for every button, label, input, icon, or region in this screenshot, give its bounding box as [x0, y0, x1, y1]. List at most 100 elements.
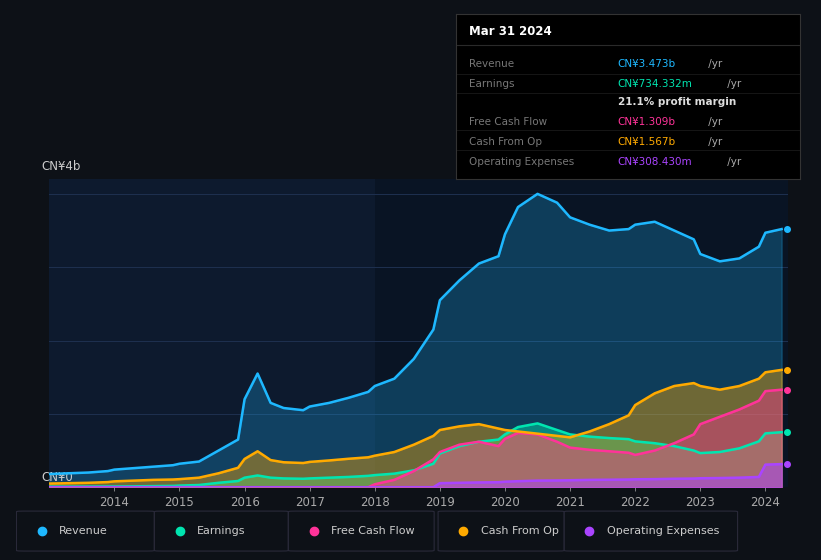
Operating Expenses [513, 478, 523, 484]
Operating Expenses [278, 484, 288, 491]
Cash From Op [649, 390, 659, 396]
Revenue [455, 277, 465, 284]
Earnings [754, 438, 764, 445]
Revenue [240, 396, 250, 403]
Earnings [760, 430, 770, 437]
Text: CN¥308.430m: CN¥308.430m [617, 157, 692, 167]
Operating Expenses [103, 484, 112, 491]
Earnings [344, 474, 354, 480]
Text: Cash From Op: Cash From Op [480, 526, 558, 535]
Revenue [565, 214, 575, 221]
Earnings [493, 436, 503, 443]
Earnings [689, 447, 699, 454]
Free Cash Flow [344, 484, 354, 491]
Cash From Op [533, 430, 543, 437]
Earnings [84, 483, 94, 490]
Revenue [305, 403, 314, 410]
Free Cash Flow [553, 438, 562, 445]
Revenue [103, 468, 112, 474]
Line: Earnings: Earnings [49, 423, 782, 487]
Free Cash Flow [474, 438, 484, 445]
Operating Expenses [344, 484, 354, 491]
Earnings [435, 450, 445, 457]
Cash From Op [631, 402, 640, 408]
Operating Expenses [565, 477, 575, 484]
Free Cash Flow [103, 484, 112, 491]
Revenue [168, 462, 178, 469]
Revenue [194, 458, 204, 465]
Earnings [364, 473, 374, 479]
Cash From Op [213, 470, 223, 477]
Free Cash Flow [429, 456, 438, 463]
Cash From Op [324, 457, 334, 464]
Revenue [689, 236, 699, 242]
Revenue [233, 436, 243, 443]
Operating Expenses [168, 484, 178, 491]
Line: Operating Expenses: Operating Expenses [49, 464, 782, 487]
Cash From Op [278, 459, 288, 465]
Operating Expenses [695, 475, 705, 482]
Text: CN¥1.309b: CN¥1.309b [617, 117, 676, 127]
Revenue [84, 469, 94, 476]
Free Cash Flow [253, 484, 263, 491]
Operating Expenses [585, 477, 594, 483]
Free Cash Flow [44, 484, 54, 491]
Free Cash Flow [369, 481, 379, 488]
Earnings [175, 482, 185, 489]
Earnings [129, 483, 139, 489]
Operating Expenses [429, 484, 438, 491]
Operating Expenses [298, 484, 308, 491]
Cash From Op [565, 434, 575, 441]
Revenue [624, 226, 634, 232]
Cash From Op [369, 452, 379, 459]
Cash From Op [266, 457, 276, 464]
FancyBboxPatch shape [16, 511, 154, 551]
Text: Earnings: Earnings [197, 526, 245, 535]
Earnings [253, 472, 263, 479]
Text: Free Cash Flow: Free Cash Flow [331, 526, 415, 535]
Cash From Op [695, 382, 705, 389]
Text: /yr: /yr [724, 157, 741, 167]
Free Cash Flow [168, 484, 178, 491]
Cash From Op [715, 386, 725, 393]
Earnings [777, 429, 787, 436]
Text: Mar 31 2024: Mar 31 2024 [470, 25, 553, 38]
Revenue [777, 226, 787, 232]
Operating Expenses [84, 484, 94, 491]
Line: Cash From Op: Cash From Op [49, 370, 782, 483]
Text: Earnings: Earnings [470, 79, 515, 89]
Operating Expenses [624, 476, 634, 483]
Free Cash Flow [649, 447, 659, 454]
Cash From Op [435, 427, 445, 433]
Cash From Op [298, 460, 308, 466]
Revenue [109, 466, 119, 473]
Earnings [324, 474, 334, 481]
Text: Free Cash Flow: Free Cash Flow [470, 117, 548, 127]
Operating Expenses [735, 474, 745, 481]
Cash From Op [44, 480, 54, 487]
Free Cash Flow [84, 484, 94, 491]
Earnings [103, 483, 112, 490]
Cash From Op [240, 456, 250, 463]
Cash From Op [735, 382, 745, 389]
Free Cash Flow [565, 444, 575, 451]
Operating Expenses [240, 484, 250, 491]
Earnings [266, 474, 276, 481]
Cash From Op [754, 375, 764, 382]
Free Cash Flow [298, 484, 308, 491]
Cash From Op [553, 432, 562, 439]
Revenue [364, 389, 374, 395]
Text: CN¥3.473b: CN¥3.473b [617, 59, 676, 68]
Operating Expenses [715, 475, 725, 482]
Operating Expenses [760, 461, 770, 468]
Earnings [553, 427, 562, 433]
Revenue [429, 326, 438, 333]
Operating Expenses [305, 484, 314, 491]
Cash From Op [624, 412, 634, 419]
Revenue [500, 231, 510, 237]
Operating Expenses [435, 480, 445, 487]
Earnings [389, 470, 399, 477]
Revenue [129, 465, 139, 472]
Earnings [604, 435, 614, 441]
Operating Expenses [194, 484, 204, 491]
